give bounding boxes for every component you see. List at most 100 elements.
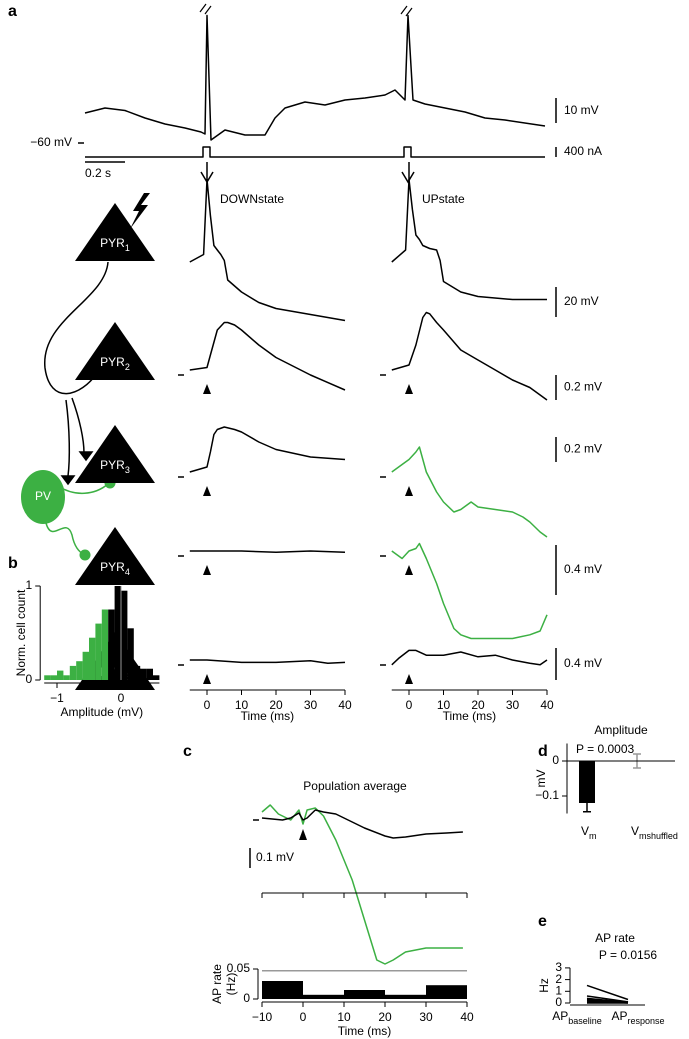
scale-bar-label: 400 nA xyxy=(564,144,602,158)
pv-axon xyxy=(45,522,86,556)
axon xyxy=(65,399,71,477)
category-label-main: V xyxy=(581,824,589,838)
bar xyxy=(262,981,303,999)
y-axis-label: (Hz) xyxy=(224,973,238,996)
y-tick-label: 3 xyxy=(555,960,562,974)
cell-label: PYR1 xyxy=(100,236,130,253)
category-label-sub: mshuffled xyxy=(639,831,678,841)
bar xyxy=(153,675,160,680)
stim-marker xyxy=(405,384,413,394)
bar xyxy=(89,637,96,680)
y-axis-label: mV xyxy=(534,770,548,788)
bar xyxy=(50,675,57,680)
scale-bar-label: 0.1 mV xyxy=(256,850,294,864)
column-title: UPstate xyxy=(422,192,465,206)
stim-marker xyxy=(203,565,211,575)
response-trace xyxy=(189,550,346,554)
y-tick-label: 0 xyxy=(552,753,559,767)
category-label: Vm xyxy=(581,824,597,841)
x-tick-label: 20 xyxy=(471,698,485,712)
bar xyxy=(579,761,595,803)
x-tick-label: 10 xyxy=(235,698,249,712)
x-axis-label: Time (ms) xyxy=(338,1024,392,1038)
category-label-sub: m xyxy=(589,831,597,841)
y-tick-label: −0.1 xyxy=(535,788,559,802)
chart-title: Amplitude xyxy=(594,723,648,737)
cell-name: PYR xyxy=(100,236,125,250)
y-tick-label: 1 xyxy=(26,578,33,592)
response-trace xyxy=(391,542,548,640)
pyramidal-cell xyxy=(75,203,155,261)
panel-label: c xyxy=(183,743,192,760)
x-tick-label: 10 xyxy=(337,1010,351,1024)
category-label: Vmshuffled xyxy=(631,824,678,841)
x-tick-label: 0 xyxy=(406,698,413,712)
bar xyxy=(140,668,147,680)
paired-line xyxy=(586,998,629,1003)
interneuron-label: PV xyxy=(35,489,51,503)
annotation: P = 0.0156 xyxy=(599,948,657,962)
paired-line xyxy=(586,984,629,1001)
bar xyxy=(44,675,51,680)
bar xyxy=(385,994,426,999)
response-trace xyxy=(391,311,548,401)
response-trace xyxy=(391,649,548,666)
x-tick-label: 40 xyxy=(460,1010,474,1024)
cell-index: 3 xyxy=(125,465,130,475)
cell-label: PYR4 xyxy=(100,560,130,577)
category-label: APresponse xyxy=(611,1009,664,1026)
bar xyxy=(146,668,153,680)
x-tick-label: 20 xyxy=(378,1010,392,1024)
response-trace xyxy=(189,659,346,664)
bar xyxy=(57,670,64,680)
x-axis-label: Time (ms) xyxy=(443,709,497,723)
y-tick-label: 0.05 xyxy=(227,961,251,975)
x-tick-label: 0 xyxy=(300,1010,307,1024)
axon xyxy=(71,397,85,454)
x-tick-label: 0 xyxy=(204,698,211,712)
cell-index: 4 xyxy=(125,567,130,577)
cell-label: PYR3 xyxy=(100,458,130,475)
cell-label: PYR2 xyxy=(100,355,130,372)
response-trace xyxy=(391,446,548,538)
bar xyxy=(63,675,70,680)
stimulation-icon xyxy=(130,193,150,229)
cell-index: 1 xyxy=(125,243,130,253)
stim-marker xyxy=(203,384,211,394)
y-tick-label: 1 xyxy=(555,983,562,997)
bar xyxy=(95,623,102,680)
stim-marker xyxy=(405,565,413,575)
y-tick-label: 0 xyxy=(555,995,562,1009)
scale-bar-label: 10 mV xyxy=(564,103,599,117)
x-tick-label: 20 xyxy=(269,698,283,712)
response-trace xyxy=(189,178,346,322)
stim-arrows xyxy=(200,162,415,184)
category-label-main: V xyxy=(631,824,639,838)
scale-bar-label: 20 mV xyxy=(564,294,599,308)
cell-name: PYR xyxy=(100,458,125,472)
axon xyxy=(44,261,109,395)
stim-marker xyxy=(299,829,307,840)
average-trace xyxy=(261,809,463,839)
x-tick-label: −1 xyxy=(50,691,64,705)
chart-title: AP rate xyxy=(595,931,635,945)
stim-marker xyxy=(203,486,211,496)
x-tick-label: 40 xyxy=(338,698,352,712)
stim-marker xyxy=(203,674,211,684)
panel-label: d xyxy=(538,743,548,760)
current-trace xyxy=(85,146,545,158)
pyramidal-cell xyxy=(75,322,155,380)
y-tick-label: 0 xyxy=(26,672,33,686)
scale-bar-label: 0.4 mV xyxy=(564,562,602,576)
bar xyxy=(127,628,134,680)
y-axis-label: AP rate xyxy=(210,964,224,1004)
scale-bar-label: 0.4 mV xyxy=(564,656,602,670)
bar xyxy=(114,586,121,680)
bar xyxy=(303,994,344,999)
response-trace xyxy=(189,321,346,391)
bar xyxy=(69,665,77,680)
pv-synapse xyxy=(79,549,91,561)
panel-label: a xyxy=(8,3,17,20)
pyramidal-cell xyxy=(75,425,155,483)
